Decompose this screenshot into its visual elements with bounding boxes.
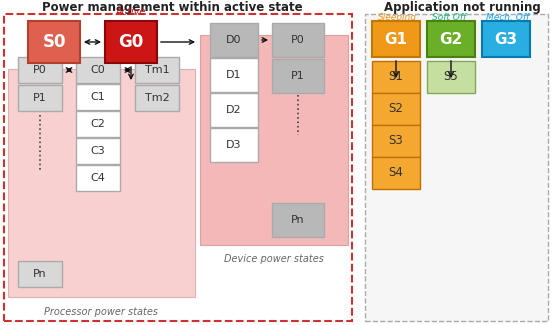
Bar [272, 23, 324, 57]
Text: Pn: Pn [291, 215, 305, 225]
Text: C3: C3 [91, 146, 105, 156]
Text: S1: S1 [389, 71, 404, 84]
Text: G0: G0 [118, 33, 144, 51]
Text: C2: C2 [91, 119, 105, 129]
Text: Power management within active state: Power management within active state [42, 2, 302, 15]
Bar [76, 165, 120, 191]
Bar [210, 58, 258, 92]
Bar [427, 61, 475, 93]
Text: Tm2: Tm2 [145, 93, 169, 103]
Bar [482, 21, 530, 57]
Text: D0: D0 [226, 35, 242, 45]
Text: Sleeping: Sleeping [378, 12, 417, 21]
Bar [18, 57, 62, 83]
Text: G2: G2 [439, 32, 463, 46]
Bar [76, 111, 120, 137]
Bar [427, 21, 475, 57]
Text: C4: C4 [91, 173, 105, 183]
Text: S5: S5 [444, 71, 458, 84]
Text: D1: D1 [226, 70, 242, 80]
Bar [28, 21, 80, 63]
Bar [76, 57, 120, 83]
Text: C1: C1 [91, 92, 105, 102]
Text: G3: G3 [495, 32, 518, 46]
Text: P0: P0 [33, 65, 47, 75]
Text: Device power states: Device power states [224, 254, 324, 264]
Bar [365, 14, 548, 321]
Text: Active: Active [116, 7, 146, 17]
Text: S3: S3 [389, 135, 404, 148]
Bar [210, 23, 258, 57]
Bar [105, 21, 157, 63]
Text: Processor power states: Processor power states [45, 307, 158, 317]
Bar [372, 21, 420, 57]
Text: S4: S4 [389, 166, 404, 179]
Bar [272, 59, 324, 93]
Bar [18, 261, 62, 287]
Text: Tm1: Tm1 [145, 65, 169, 75]
Bar [372, 157, 420, 189]
Bar [135, 85, 179, 111]
Bar [76, 84, 120, 110]
Bar [8, 69, 195, 297]
Text: Mech. Off: Mech. Off [486, 12, 529, 21]
Bar [200, 35, 348, 245]
Text: D2: D2 [226, 105, 242, 115]
Text: P1: P1 [291, 71, 305, 81]
Text: G1: G1 [385, 32, 407, 46]
Bar [4, 14, 352, 321]
Bar [372, 125, 420, 157]
Bar [135, 57, 179, 83]
Text: Pn: Pn [33, 269, 47, 279]
Text: S2: S2 [389, 102, 404, 115]
Bar [18, 85, 62, 111]
Bar [372, 93, 420, 125]
Bar [210, 93, 258, 127]
Text: P1: P1 [33, 93, 47, 103]
Text: Application not running: Application not running [384, 2, 540, 15]
Text: D3: D3 [226, 140, 242, 150]
Text: Soft Off: Soft Off [432, 12, 466, 21]
Text: P0: P0 [291, 35, 305, 45]
Bar [272, 203, 324, 237]
Text: S0: S0 [43, 33, 66, 51]
Bar [76, 138, 120, 164]
Bar [210, 128, 258, 162]
Text: C0: C0 [91, 65, 105, 75]
Bar [372, 61, 420, 93]
